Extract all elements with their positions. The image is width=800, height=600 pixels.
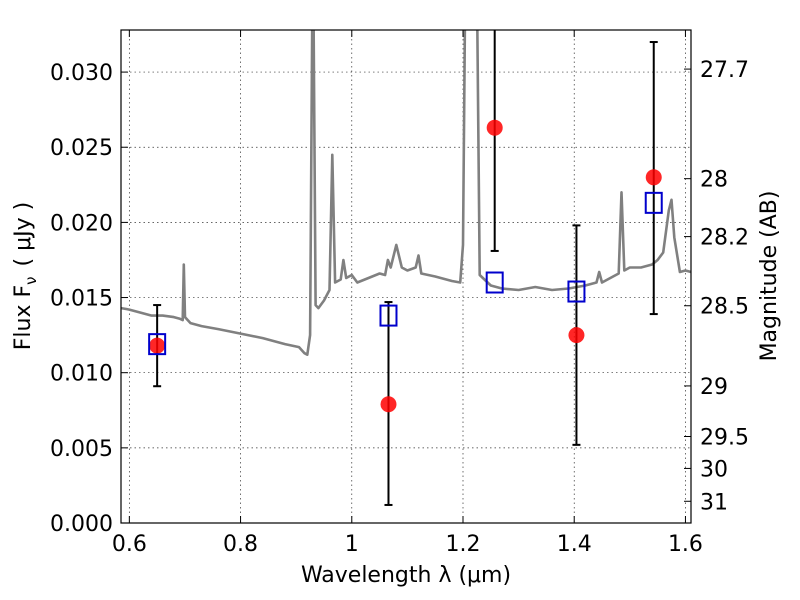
y-tick-label: 0.000 bbox=[50, 512, 113, 537]
right-tick-label: 28.2 bbox=[700, 226, 749, 251]
x-tick-label: 1.2 bbox=[446, 532, 481, 557]
y-axis-label: Flux Fν ( μJy ) bbox=[11, 202, 40, 350]
x-tick-label: 1 bbox=[345, 532, 359, 557]
right-tick-label: 30 bbox=[700, 457, 728, 482]
model-bandpass-marker bbox=[485, 271, 504, 294]
model-spectrum-layer bbox=[121, 30, 691, 356]
observed-point bbox=[568, 327, 585, 344]
right-tick-label: 28 bbox=[700, 168, 728, 193]
y-tick-label: 0.030 bbox=[50, 61, 113, 86]
right-tick-label: 29.5 bbox=[700, 426, 749, 451]
y-tick-label: 0.010 bbox=[50, 362, 113, 387]
y-tick-label: 0.025 bbox=[50, 136, 113, 161]
model-spectrum-line bbox=[121, 30, 691, 356]
x-tick-label: 0.8 bbox=[223, 532, 258, 557]
tick-layer: 0.6 0.8 1 1.2 1.4 1.6 0.000 0.005 0.010 0.015 0.02… bbox=[50, 30, 749, 557]
x-axis-label: Wavelength λ (μm) bbox=[301, 563, 511, 588]
model-bandpass-marker bbox=[644, 191, 663, 214]
plot-frame bbox=[120, 29, 692, 524]
right-tick-label: 29 bbox=[700, 375, 728, 400]
model-bandpass-marker bbox=[567, 280, 586, 303]
observed-point bbox=[149, 337, 166, 354]
x-tick-label: 0.6 bbox=[112, 532, 147, 557]
y-tick-label: 0.020 bbox=[50, 211, 113, 236]
points-layer bbox=[148, 119, 663, 413]
y-tick-label: 0.005 bbox=[50, 437, 113, 462]
plot-area bbox=[121, 30, 691, 523]
right-tick-label: 28.5 bbox=[700, 295, 749, 320]
observed-point bbox=[380, 396, 397, 413]
observed-point bbox=[486, 119, 503, 136]
y-axis-label-unit: ( μJy ) bbox=[11, 202, 36, 267]
x-tick-label: 1.4 bbox=[557, 532, 592, 557]
observed-point bbox=[645, 169, 662, 186]
y-axis-label-main: Flux F bbox=[11, 285, 36, 350]
y-tick-label: 0.015 bbox=[50, 287, 113, 312]
model-bandpass-marker bbox=[148, 333, 167, 356]
right-tick-label: 27.7 bbox=[700, 58, 749, 83]
x-tick-label: 1.6 bbox=[668, 532, 703, 557]
model-bandpass-marker bbox=[379, 304, 398, 327]
y-axis-label-subscript: ν bbox=[22, 276, 40, 284]
right-tick-label: 31 bbox=[700, 490, 728, 515]
y-axis-right-label: Magnitude (AB) bbox=[757, 191, 782, 362]
